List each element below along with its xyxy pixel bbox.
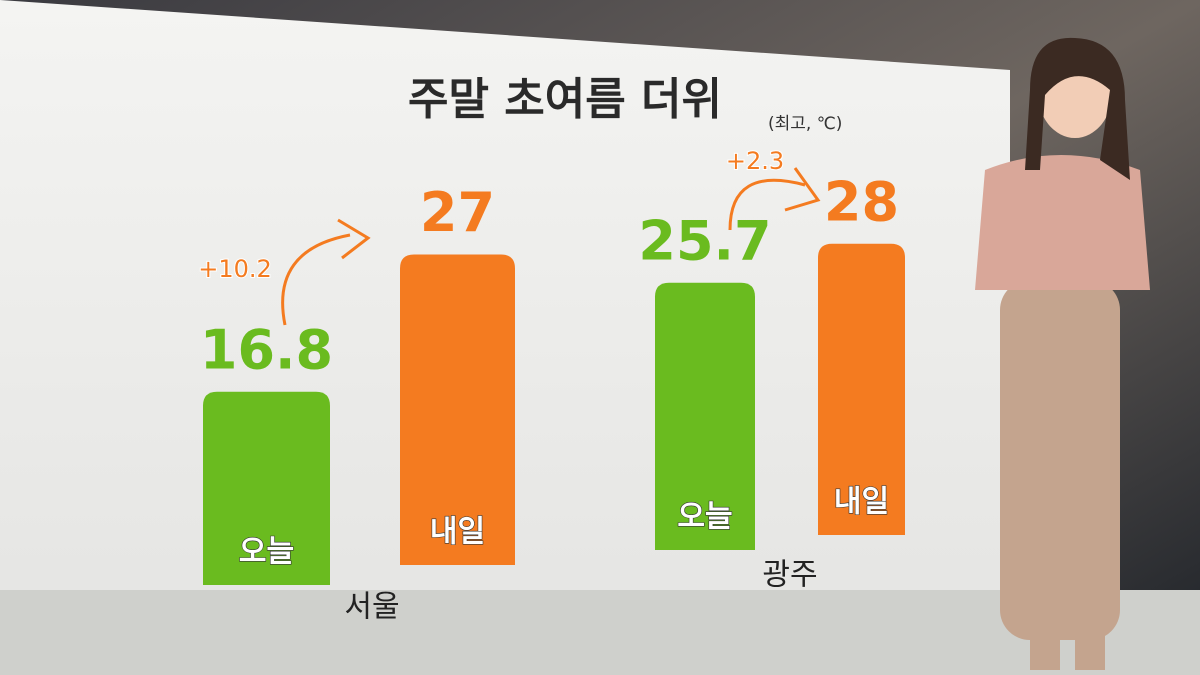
chart-subtitle: (최고, ℃) — [768, 114, 842, 134]
presenter — [975, 37, 1150, 670]
bar — [818, 243, 905, 536]
annotation: +2.3 — [726, 147, 784, 175]
series-label: 오늘 — [677, 500, 732, 535]
arrows — [281, 167, 821, 326]
value-label: 27 — [420, 181, 495, 244]
value-label: 25.7 — [638, 209, 771, 272]
value-label: 28 — [824, 170, 899, 233]
category-label: 서울 — [344, 590, 399, 625]
annotation: +10.2 — [198, 255, 272, 283]
series-label: 오늘 — [239, 535, 294, 570]
category-label: 광주 — [762, 558, 817, 593]
series-label: 내일 — [834, 485, 889, 520]
bar — [655, 282, 755, 550]
bar — [203, 391, 330, 585]
chart-title: 주말 초여름 더위 — [408, 74, 722, 125]
value-label: 16.8 — [200, 318, 333, 381]
series-label: 내일 — [430, 515, 485, 550]
bar — [400, 254, 515, 565]
